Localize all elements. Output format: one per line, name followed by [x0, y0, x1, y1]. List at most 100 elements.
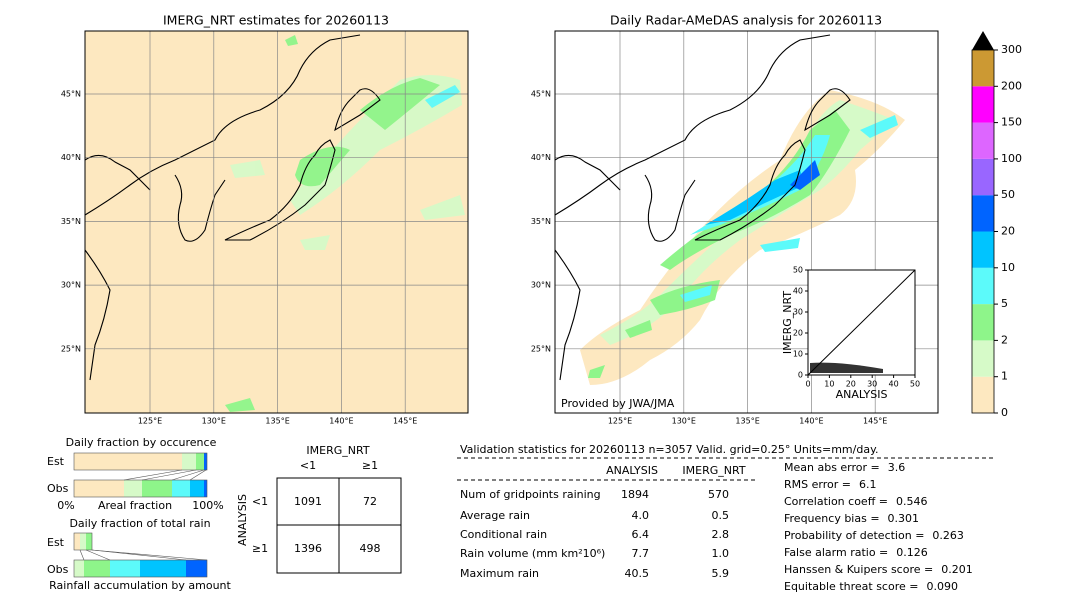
colorbar-label: 10 [1001, 261, 1015, 274]
y-tick-label: 20 [793, 329, 803, 338]
metric-label: Mean abs error = [784, 461, 880, 474]
colorbar-segment [972, 86, 994, 123]
lon-label: 145°E [863, 417, 887, 426]
cell: 1.0 [712, 547, 730, 560]
total-rain-chart [73, 532, 208, 578]
cell: 1894 [621, 488, 649, 501]
colorbar-label: 2 [1001, 333, 1008, 346]
axis-label: 100% [192, 499, 223, 512]
cell: 7.7 [632, 547, 650, 560]
lat-label: 45°N [531, 90, 551, 99]
cell: 2.8 [712, 528, 730, 541]
cell: 72 [363, 495, 377, 508]
map-title: Daily Radar-AMeDAS analysis for 20260113 [610, 13, 882, 28]
map-frame [554, 30, 939, 414]
bar-segment [74, 560, 84, 577]
axis-label: Areal fraction [98, 499, 172, 512]
bar-segment [80, 533, 86, 550]
colorbar-label: 1 [1001, 370, 1008, 383]
y-tick-label: 50 [793, 266, 803, 275]
metric-value: 0.201 [941, 563, 973, 576]
metric-value: 0.090 [926, 580, 958, 593]
lon-label: 125°E [608, 417, 632, 426]
metric-value: 0.126 [896, 546, 928, 559]
chart-title: Daily fraction by occurence [66, 436, 217, 449]
lat-label: 40°N [61, 153, 81, 162]
bar-segment [74, 480, 124, 497]
colorbar-segment [972, 267, 994, 305]
lat-label: 25°N [531, 344, 551, 353]
metric-label: Probability of detection = [784, 529, 924, 542]
x-tick-label: 50 [910, 380, 920, 389]
col-label: ≥1 [362, 459, 378, 472]
colorbar-label: 150 [1001, 116, 1022, 129]
coastlines [554, 34, 851, 381]
row-label: Average rain [460, 509, 530, 522]
metric-value: 0.546 [896, 495, 928, 508]
occurrence-chart [73, 452, 208, 498]
lat-label: 40°N [531, 153, 551, 162]
colorbar-label: 200 [1001, 79, 1022, 92]
bar-segment [172, 480, 190, 497]
metric-label: RMS error = [784, 478, 851, 491]
row-label: Obs [47, 563, 69, 576]
colorbar-segment [972, 340, 994, 377]
lat-label: 35°N [531, 217, 551, 226]
lon-label: 125°E [138, 417, 162, 426]
lat-label: 35°N [61, 217, 81, 226]
bar-segment [204, 453, 207, 470]
cell: 4.0 [632, 509, 650, 522]
precip-est [225, 35, 465, 412]
point-cloud [810, 362, 883, 373]
bar-segment [74, 533, 80, 550]
chart-title: Daily fraction of total rain [69, 517, 210, 530]
row-label: <1 [252, 495, 268, 508]
lat-label: 25°N [61, 344, 81, 353]
bar-segment [196, 453, 204, 470]
y-tick-label: 0 [798, 371, 803, 380]
col-label: <1 [300, 459, 316, 472]
bar-segment [142, 480, 172, 497]
row-label: ≥1 [252, 542, 268, 555]
bar-segment [190, 480, 204, 497]
metric-label: False alarm ratio = [784, 546, 888, 559]
axis-label: Rainfall accumulation by amount [49, 579, 231, 592]
bar-segment [124, 480, 142, 497]
lat-label: 45°N [61, 90, 81, 99]
metric-label: Frequency bias = [784, 512, 880, 525]
col-title: IMERG_NRT [306, 444, 369, 457]
y-tick-label: 10 [793, 350, 803, 359]
colorbar-label: 100 [1001, 152, 1022, 165]
metric-value: 0.263 [932, 529, 964, 542]
x-axis-label: ANALYSIS [836, 388, 888, 401]
cell: 6.4 [632, 528, 650, 541]
lon-label: 135°E [735, 417, 759, 426]
row-label: Est [47, 455, 65, 468]
bar-segment [84, 560, 110, 577]
bar-segment [204, 480, 207, 497]
metric-value: 6.1 [859, 478, 877, 491]
bar-segment [186, 560, 207, 577]
y-tick-label: 40 [793, 287, 803, 296]
colorbar-segment [972, 376, 994, 413]
colorbar-label: 300 [1001, 43, 1022, 56]
cell: 1396 [294, 542, 322, 555]
bar-segment [182, 453, 196, 470]
lon-label: 135°E [265, 417, 289, 426]
x-tick-label: 40 [889, 380, 899, 389]
row-label: Conditional rain [460, 528, 547, 541]
contingency-grid [276, 477, 402, 574]
col-label: IMERG_NRT [682, 464, 745, 477]
colorbar-segment [972, 158, 994, 196]
credit: Provided by JWA/JMA [561, 397, 675, 410]
row-label: Rain volume (mm km²10⁶) [460, 547, 605, 560]
map-frame [84, 30, 469, 414]
bar-segment [86, 533, 92, 550]
colorbar-label: 5 [1001, 297, 1008, 310]
lon-label: 145°E [393, 417, 417, 426]
x-tick-label: 0 [805, 380, 810, 389]
row-title: ANALYSIS [236, 494, 249, 546]
x-tick-label: 20 [846, 380, 856, 389]
colorbar-segment [972, 304, 994, 341]
